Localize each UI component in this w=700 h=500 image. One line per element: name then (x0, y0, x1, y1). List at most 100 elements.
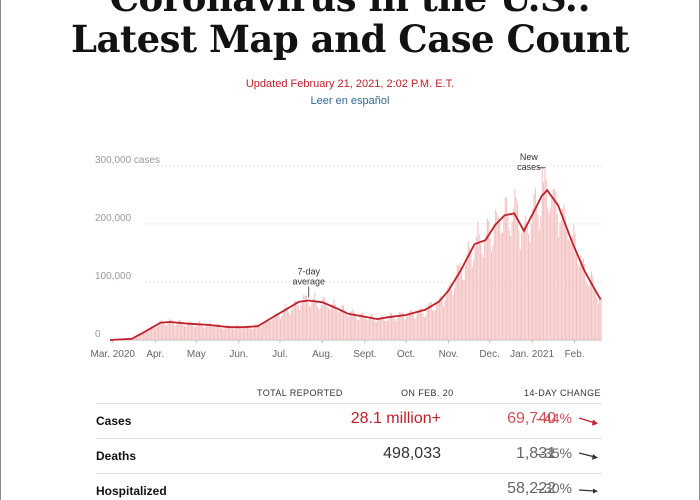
cases-total: 28.1 million+ (350, 410, 441, 427)
daily-case-bar (423, 317, 425, 340)
daily-case-bar (285, 303, 287, 340)
daily-case-bar (488, 220, 490, 340)
row-label: Deaths (96, 449, 137, 463)
daily-case-bar (523, 221, 525, 340)
daily-case-bar (201, 325, 203, 340)
daily-case-bar (477, 221, 479, 340)
daily-case-bar (152, 326, 154, 340)
daily-case-bar (241, 329, 243, 340)
daily-case-bar (586, 284, 588, 340)
daily-case-bar (537, 214, 539, 340)
daily-case-bar (371, 313, 373, 340)
daily-case-bar (466, 254, 468, 340)
daily-case-bar (189, 320, 191, 340)
daily-case-bar (493, 226, 495, 340)
daily-case-bar (174, 325, 176, 340)
daily-case-bar (436, 303, 438, 340)
daily-case-bar (137, 336, 139, 340)
daily-case-bar (323, 297, 325, 340)
daily-case-bar (245, 325, 247, 340)
daily-case-bar (164, 325, 166, 340)
daily-case-bar (182, 325, 184, 340)
daily-case-bar (359, 313, 361, 340)
daily-case-bar (242, 328, 244, 340)
daily-case-bar (315, 301, 317, 340)
daily-case-bar (374, 320, 376, 340)
trend-down-arrow-icon (578, 452, 598, 460)
seven-day-average-line (109, 188, 602, 341)
x-tick-label: Jan. 2021 (510, 349, 554, 360)
daily-case-bar (459, 263, 461, 340)
page-title-line-1: Coronavirus in the U.S.: (0, 0, 700, 18)
daily-case-bar (462, 280, 464, 340)
daily-case-bar (215, 324, 217, 340)
daily-case-bar (226, 325, 228, 340)
daily-case-bar (486, 218, 488, 340)
daily-case-bar (194, 326, 196, 340)
daily-case-bar (358, 320, 360, 340)
daily-case-bar (556, 213, 558, 340)
daily-case-bar (403, 316, 405, 340)
daily-case-bar (171, 319, 173, 340)
spanish-version-link[interactable]: Leer en español (310, 95, 390, 107)
header-14-day-change: 14-DAY CHANGE (524, 388, 601, 398)
daily-case-bar (352, 308, 354, 340)
daily-case-bar (248, 325, 250, 340)
daily-case-bar (144, 332, 146, 340)
daily-case-bar (134, 337, 136, 340)
daily-case-bar (147, 332, 149, 340)
daily-case-bar (389, 312, 391, 340)
daily-case-bar (485, 233, 487, 340)
daily-case-bar (511, 221, 513, 340)
daily-case-bar (208, 323, 210, 340)
daily-case-bar (193, 326, 195, 340)
daily-case-bar (364, 317, 366, 340)
daily-case-bar (456, 264, 458, 340)
daily-case-bar (230, 328, 232, 340)
cases-chart: 0 100,000 200,000 300,000 cases Mar. 2020 Apr… (90, 152, 602, 360)
daily-case-bar (599, 298, 601, 340)
daily-case-bar (366, 319, 368, 340)
x-tick-label: Oct. (397, 349, 415, 360)
x-tick-label: Jul. (272, 349, 288, 360)
daily-case-bar (574, 234, 576, 340)
daily-case-bar (307, 302, 309, 340)
daily-case-bar (205, 324, 207, 340)
x-tick-label: Jun. (229, 349, 248, 360)
daily-case-bar (240, 327, 242, 340)
trend-down-arrow-icon (578, 417, 598, 426)
daily-case-bar (490, 251, 493, 340)
daily-case-bar (432, 310, 434, 340)
daily-case-bar (452, 295, 454, 340)
daily-case-bar (525, 215, 527, 340)
daily-case-bar (188, 321, 190, 340)
daily-case-bar (585, 282, 587, 340)
new-cases-annotation-label: cases (517, 162, 541, 172)
daily-case-bar (591, 271, 593, 340)
daily-case-bar (419, 307, 421, 340)
daily-case-bar (142, 332, 144, 340)
daily-case-bar (264, 321, 266, 340)
daily-case-bar (247, 325, 249, 340)
daily-case-bar (426, 307, 428, 340)
daily-case-bar (214, 326, 216, 340)
daily-case-bar (344, 310, 346, 340)
daily-case-bar (259, 325, 261, 340)
daily-case-bar (593, 287, 595, 340)
row-label: Cases (96, 414, 132, 428)
y-tick-label: 0 (95, 329, 101, 340)
daily-case-bar (355, 315, 357, 340)
daily-case-bar (278, 315, 280, 340)
daily-case-bar (256, 323, 258, 340)
daily-case-bar (569, 241, 571, 340)
trend-down-arrow-icon (578, 488, 598, 494)
daily-case-bar (192, 323, 194, 340)
daily-case-bar (290, 310, 292, 340)
daily-case-bar (421, 308, 423, 340)
daily-case-bar (293, 301, 295, 340)
daily-case-bar (373, 318, 375, 340)
daily-case-bar (308, 305, 310, 340)
daily-case-bar (148, 329, 150, 340)
daily-case-bar (196, 324, 198, 340)
daily-case-bar (521, 233, 523, 340)
